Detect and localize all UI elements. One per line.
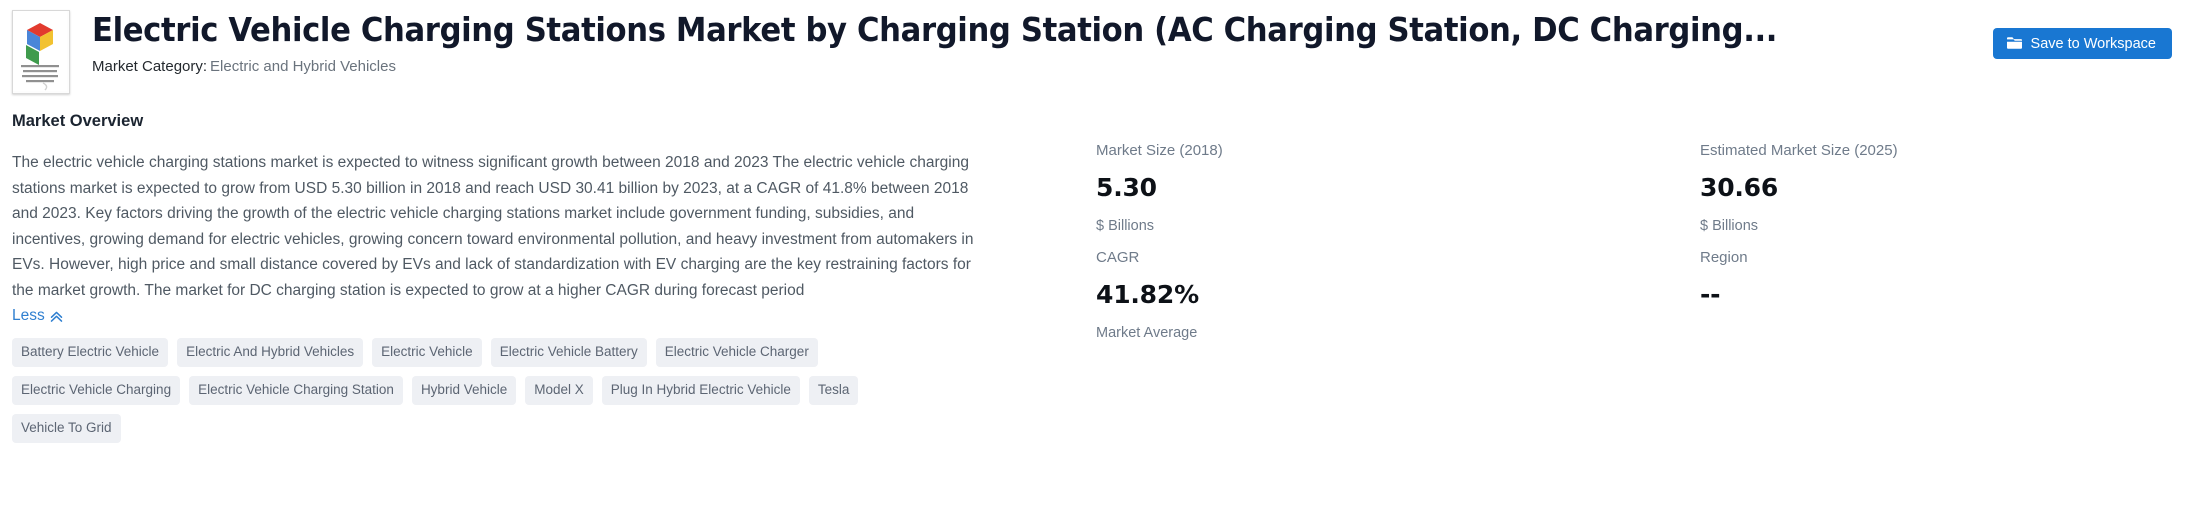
- metric-card: Estimated Market Size (2025) 30.66 $ Billi…: [1700, 96, 2166, 248]
- report-cover-artwork: [13, 11, 67, 91]
- metric-value: --: [1700, 279, 2166, 311]
- metric-value: 5.30: [1096, 172, 1700, 204]
- metric-value: 30.66: [1700, 172, 2166, 204]
- tag-pill[interactable]: Plug In Hybrid Electric Vehicle: [602, 376, 800, 405]
- metric-card: Region --: [1700, 248, 2166, 343]
- toggle-overview-label: Less: [12, 306, 45, 326]
- page-header: Electric Vehicle Charging Stations Marke…: [0, 0, 2186, 96]
- metric-value: 41.82%: [1096, 279, 1700, 311]
- toggle-overview-link[interactable]: Less: [12, 306, 63, 326]
- save-to-workspace-label: Save to Workspace: [2031, 36, 2156, 52]
- tag-pill[interactable]: Battery Electric Vehicle: [12, 338, 168, 367]
- tag-pill[interactable]: Electric Vehicle Battery: [491, 338, 647, 367]
- metric-sublabel: [1700, 323, 2166, 343]
- tag-pill[interactable]: Electric Vehicle: [372, 338, 482, 367]
- tag-pill[interactable]: Hybrid Vehicle: [412, 376, 516, 405]
- market-category-value: Electric and Hybrid Vehicles: [210, 58, 396, 75]
- chevron-double-up-icon: [50, 310, 63, 323]
- tag-pill[interactable]: Vehicle To Grid: [12, 414, 121, 443]
- key-metrics-grid: Market Size (2018)5.30$ BillionsEstimate…: [1096, 96, 2166, 343]
- metric-card: CAGR 41.82% Market Average: [1096, 248, 1700, 343]
- metric-label: Region: [1700, 248, 2166, 268]
- metric-label: Market Size (2018): [1096, 141, 1700, 161]
- report-cover-thumbnail[interactable]: [12, 10, 70, 94]
- tag-list: Battery Electric Vehicle Electric And Hyb…: [12, 338, 952, 443]
- tag-pill[interactable]: Model X: [525, 376, 593, 405]
- market-overview-heading: Market Overview: [12, 110, 992, 132]
- market-overview-section: Market Overview The electric vehicle cha…: [12, 96, 992, 443]
- metric-sublabel: Market Average: [1096, 323, 1700, 343]
- save-to-workspace-button[interactable]: Save to Workspace: [1993, 28, 2172, 59]
- tag-pill[interactable]: Electric And Hybrid Vehicles: [177, 338, 363, 367]
- tag-pill[interactable]: Electric Vehicle Charger: [656, 338, 818, 367]
- metric-sublabel: $ Billions: [1700, 216, 2166, 236]
- market-category-label: Market Category:: [92, 58, 207, 75]
- tag-pill[interactable]: Electric Vehicle Charging Station: [189, 376, 403, 405]
- metric-card: Market Size (2018) 5.30 $ Billions: [1096, 96, 1700, 248]
- title-block: Electric Vehicle Charging Stations Marke…: [92, 8, 1946, 77]
- metric-sublabel: $ Billions: [1096, 216, 1700, 236]
- metric-label: Estimated Market Size (2025): [1700, 141, 2166, 161]
- tag-pill[interactable]: Tesla: [809, 376, 859, 405]
- market-category: Market Category:Electric and Hybrid Vehi…: [92, 57, 1946, 77]
- tag-pill[interactable]: Electric Vehicle Charging: [12, 376, 180, 405]
- market-overview-text: The electric vehicle charging stations m…: [12, 150, 977, 303]
- metric-label: CAGR: [1096, 248, 1700, 268]
- folder-icon: [2006, 36, 2023, 51]
- page-title: Electric Vehicle Charging Stations Marke…: [92, 8, 1816, 52]
